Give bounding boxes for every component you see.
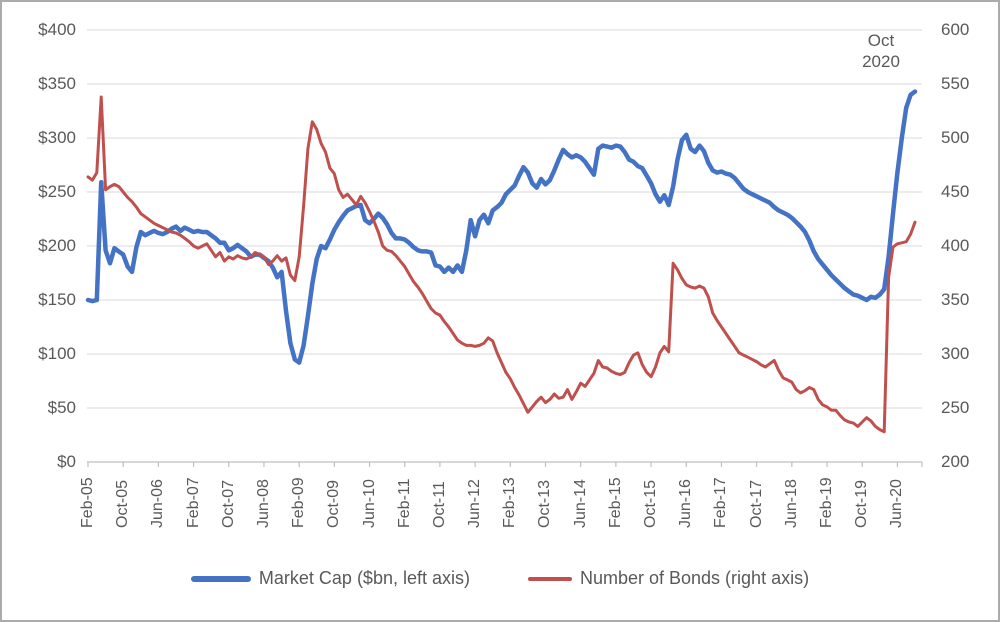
x-axis-label-Jun-08: Jun-08: [254, 479, 272, 528]
number-of-bonds-line: [86, 95, 917, 434]
x-axis-label-Feb-05: Feb-05: [79, 477, 96, 528]
x-axis-label-Oct-19: Oct-19: [853, 479, 871, 528]
x-axis-label-Jun-14: Jun-14: [571, 479, 589, 528]
legend: Market Cap ($bn, left axis) Number of Bo…: [0, 568, 1000, 589]
x-axis-label-Oct-05: Oct-05: [114, 479, 132, 528]
y-axis-label-left-$100: $100: [38, 344, 76, 363]
y-axis-label-right-550: 550: [941, 74, 970, 93]
y-axis-label-left-$400: $400: [38, 20, 76, 39]
y-axis-label-right-250: 250: [941, 398, 970, 417]
y-axis-label-left-$200: $200: [38, 236, 76, 255]
y-axis-label-left-$250: $250: [38, 182, 76, 201]
y-axis-label-right-350: 350: [941, 290, 970, 309]
x-axis-label-Oct-15: Oct-15: [642, 479, 660, 528]
y-axis-label-left-$50: $50: [47, 398, 76, 417]
market-cap-legend-label: Market Cap ($bn, left axis): [258, 568, 470, 588]
oct-2020-annotation: Oct 2020: [843, 30, 919, 72]
y-axis-label-right-200: 200: [941, 452, 970, 471]
annotation-line1: Oct: [867, 31, 895, 50]
number-of-bonds-line-swatch: [527, 576, 572, 581]
market-cap-line: [85, 89, 918, 365]
legend-item-number-of-bonds: Number of Bonds (right axis): [527, 568, 810, 589]
x-axis-label-Jun-06: Jun-06: [149, 479, 167, 528]
number-of-bonds-legend-label: Number of Bonds (right axis): [579, 568, 810, 588]
x-axis-label-Feb-15: Feb-15: [606, 477, 624, 528]
y-axis-label-right-600: 600: [941, 20, 970, 39]
x-axis-label-Feb-13: Feb-13: [501, 477, 519, 528]
x-axis-label-Jun-12: Jun-12: [466, 479, 484, 528]
x-axis-label-Jun-20: Jun-20: [888, 479, 906, 528]
y-axis-label-right-450: 450: [941, 182, 970, 201]
market-cap-line-swatch: [190, 575, 251, 582]
y-axis-label-left-$350: $350: [38, 74, 76, 93]
y-axis-label-right-500: 500: [941, 128, 970, 147]
x-axis-label-Oct-07: Oct-07: [219, 479, 237, 528]
x-axis-label-Feb-17: Feb-17: [712, 477, 730, 528]
x-axis-label-Feb-09: Feb-09: [290, 477, 308, 528]
legend-item-market-cap: Market Cap ($bn, left axis): [190, 568, 470, 589]
x-axis-label-Oct-09: Oct-09: [325, 479, 343, 528]
x-axis-label-Feb-07: Feb-07: [184, 477, 202, 528]
x-axis-label-Feb-19: Feb-19: [818, 477, 836, 528]
annotation-line2: 2020: [862, 52, 900, 71]
x-axis-label-Oct-17: Oct-17: [747, 479, 765, 528]
x-axis-label-Jun-10: Jun-10: [360, 479, 378, 528]
y-axis-label-right-300: 300: [941, 344, 970, 363]
x-axis-label-Oct-13: Oct-13: [536, 479, 554, 528]
y-axis-label-left-$150: $150: [38, 290, 76, 309]
x-axis-label-Jun-18: Jun-18: [782, 479, 800, 528]
x-axis-label-Jun-16: Jun-16: [677, 479, 695, 528]
y-axis-label-right-400: 400: [941, 236, 970, 255]
x-axis-label-Feb-11: Feb-11: [395, 478, 413, 528]
x-axis-label-Oct-11: Oct-11: [430, 481, 448, 528]
y-axis-label-left-$300: $300: [38, 128, 76, 147]
y-axis-label-left-$0: $0: [57, 452, 76, 471]
